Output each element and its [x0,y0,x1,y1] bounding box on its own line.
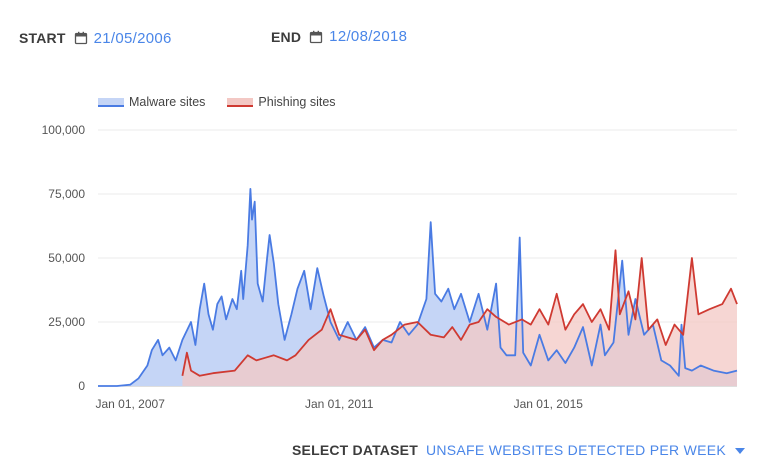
caret-down-icon[interactable] [735,448,746,454]
end-date-value[interactable]: 12/08/2018 [329,28,408,45]
y-tick-label: 75,000 [48,187,85,201]
legend-item-phishing[interactable]: Phishing sites [227,95,336,109]
calendar-icon[interactable] [309,30,323,44]
start-label: START [19,30,66,46]
x-tick-label: Jan 01, 2011 [305,397,374,411]
calendar-icon[interactable] [74,31,88,45]
y-tick-label: 100,000 [42,123,86,137]
x-tick-label: Jan 01, 2015 [514,397,584,411]
end-date-filter[interactable]: END 12/08/2018 [271,28,407,45]
legend-item-malware[interactable]: Malware sites [98,95,205,109]
legend-label-malware: Malware sites [129,95,206,109]
y-tick-label: 25,000 [48,315,85,329]
y-tick-label: 50,000 [48,251,85,265]
start-date-filter[interactable]: START 21/05/2006 [19,30,172,47]
legend-swatch-phishing [227,97,254,107]
date-range-filter: START 21/05/2006 END 12/08/2018 [19,28,407,48]
dataset-label: SELECT DATASET [292,442,418,458]
legend-swatch-malware [98,97,124,107]
series-area-malware [98,188,737,386]
start-date-value[interactable]: 21/05/2006 [93,29,172,47]
dataset-dropdown[interactable]: UNSAFE WEBSITES DETECTED PER WEEK [425,442,727,458]
series-line-phishing [181,249,738,377]
area-chart: 0 25,000 50,000 75,000 100,000 Jan 01, 2007 Ja… [42,123,738,411]
chart-legend: Malware sites Phishing sites [98,95,358,109]
dataset-selector: SELECT DATASET UNSAFE WEBSITES DETECTED … [292,442,746,458]
x-tick-label: Jan 01, 2007 [95,397,165,411]
y-tick-label: 0 [78,379,85,393]
legend-label-phishing: Phishing sites [258,95,336,109]
series-area-phishing [182,250,737,386]
end-label: END [271,28,302,45]
